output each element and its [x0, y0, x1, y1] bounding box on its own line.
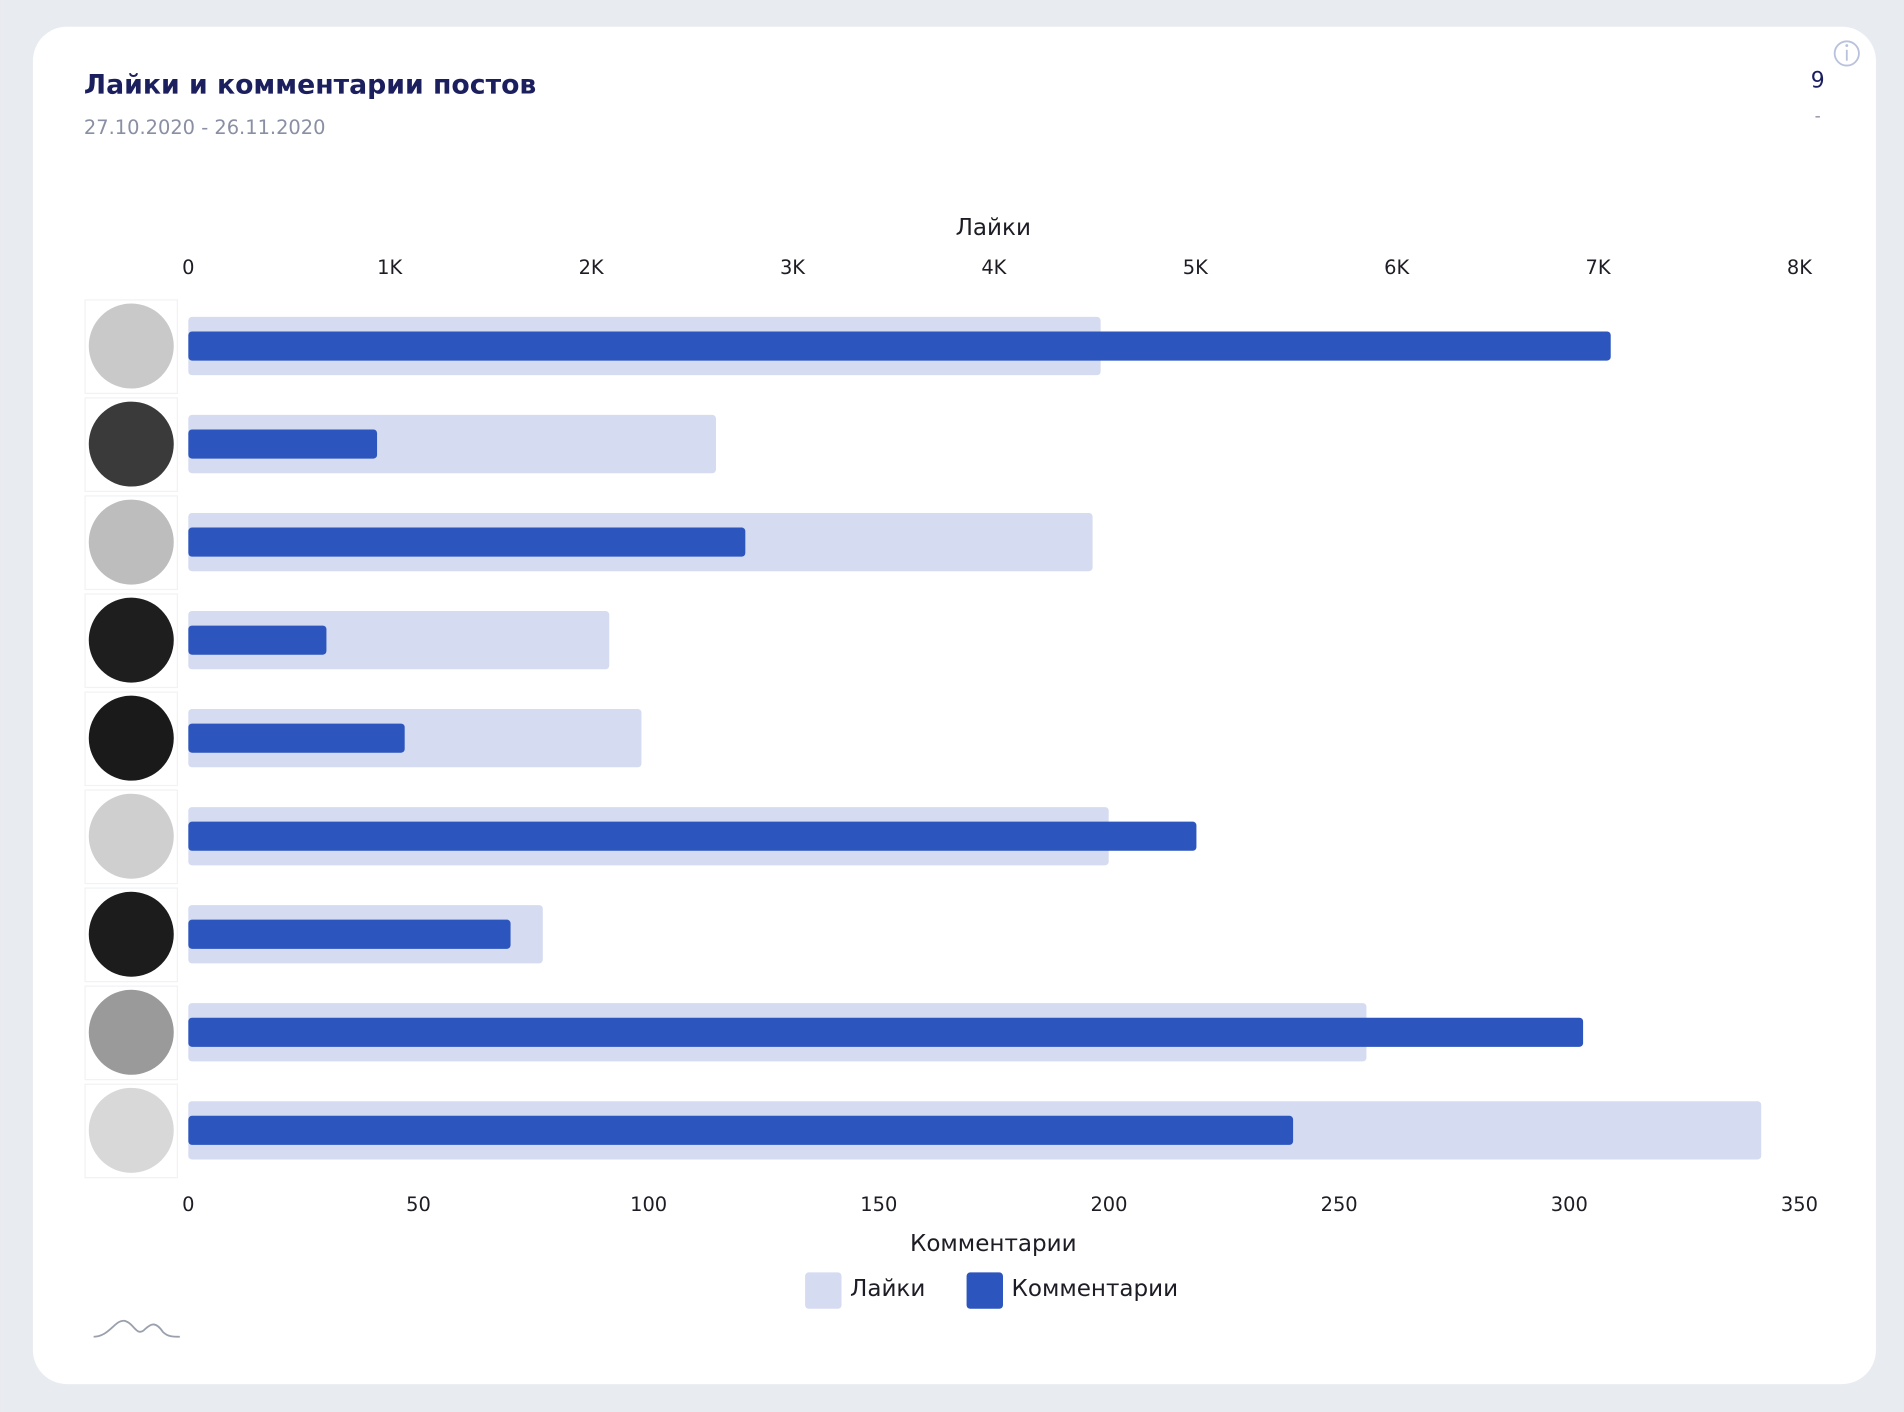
x2-tick-label: 150 [860, 1193, 897, 1216]
bar [188, 527, 746, 557]
chart-subtitle: 27.10.2020 - 26.11.2020 [84, 116, 326, 139]
x2-tick-label: 200 [1090, 1193, 1127, 1216]
info-icon[interactable] [1833, 40, 1860, 67]
avatar [88, 597, 174, 683]
info-circle [1833, 40, 1860, 67]
avatar [88, 891, 174, 977]
x2-tick-label: 100 [630, 1193, 667, 1216]
counter-note: - [1815, 107, 1821, 127]
bar [188, 331, 1611, 361]
legend-swatch [966, 1272, 1003, 1309]
x2-axis-title: Комментарии [910, 1231, 1077, 1257]
x-tick-label: 8K [1787, 256, 1813, 279]
bar [188, 625, 327, 655]
x2-tick-label: 250 [1321, 1193, 1358, 1216]
avatar [88, 303, 174, 389]
x-tick-label: 3K [780, 256, 806, 279]
avatar [88, 1087, 174, 1173]
counter: 9 [1811, 68, 1825, 93]
bar [188, 723, 405, 753]
info-dot [1845, 44, 1849, 47]
legend-label: Лайки [850, 1276, 925, 1302]
avatars [84, 299, 179, 1179]
avatar [88, 989, 174, 1075]
bar [188, 821, 1197, 851]
x-tick-label: 7K [1586, 256, 1612, 279]
avatar [88, 499, 174, 585]
card [32, 26, 1876, 1385]
x2-tick-label: 300 [1551, 1193, 1588, 1216]
x2-tick-label: 0 [182, 1193, 194, 1216]
x-tick-label: 0 [182, 256, 194, 279]
x2-tick-label: 350 [1781, 1193, 1818, 1216]
avatar [88, 695, 174, 781]
legend-label: Комментарии [1011, 1276, 1178, 1302]
bar [188, 1115, 1294, 1145]
bar [188, 1017, 1584, 1047]
bar [188, 919, 511, 949]
avatar [88, 793, 174, 879]
logo [93, 1320, 180, 1338]
x-tick-label: 2K [579, 256, 605, 279]
x-tick-label: 1K [377, 256, 403, 279]
bar [188, 429, 378, 459]
x-tick-label: 5K [1183, 256, 1209, 279]
x-tick-label: 4K [981, 256, 1007, 279]
avatar [88, 401, 174, 487]
legend-swatch [805, 1272, 842, 1309]
chart-title: Лайки и комментарии постов [84, 70, 536, 101]
x-axis-title: Лайки [956, 215, 1031, 241]
x-tick-label: 6K [1384, 256, 1410, 279]
x2-tick-label: 50 [406, 1193, 431, 1216]
